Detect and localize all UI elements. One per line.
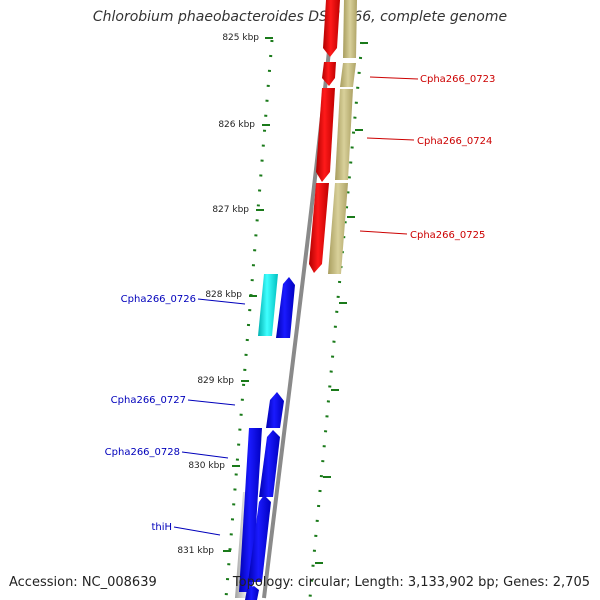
scale-label: 825 kbp xyxy=(222,33,259,43)
rna-feature-cpha266-0726 xyxy=(258,274,278,336)
gene-arrow-cpha266-0727 xyxy=(266,392,284,428)
scale-label: 829 kbp xyxy=(197,376,234,386)
gene-label-cpha266-0728: Cpha266_0728 xyxy=(105,447,180,458)
forward-genes xyxy=(309,0,340,273)
gene-label-cpha266-0727: Cpha266_0727 xyxy=(111,395,186,406)
scale-label: 830 kbp xyxy=(188,461,225,471)
right-tick-track xyxy=(308,41,364,599)
gene-label-cpha266-0726: Cpha266_0726 xyxy=(121,294,196,305)
forward-track xyxy=(328,0,357,274)
gene-label-cpha266-0724: Cpha266_0724 xyxy=(417,136,492,147)
gene-arrow-cpha266-0724 xyxy=(316,88,335,182)
gene-arrow-thih xyxy=(248,495,271,582)
scale-label: 827 kbp xyxy=(212,205,249,215)
accession-text: Accession: NC_008639 xyxy=(9,575,157,590)
left-major-ticks xyxy=(223,37,273,552)
gene-label-cpha266-0725: Cpha266_0725 xyxy=(410,230,485,241)
scale-label: 831 kbp xyxy=(177,546,214,556)
scale-labels: 825 kbp 826 kbp 827 kbp 828 kbp 829 kbp … xyxy=(177,33,259,556)
forward-gene-labels: Cpha266_0723 Cpha266_0724 Cpha266_0725 xyxy=(359,74,495,241)
gene-arrow-cpha266-0725 xyxy=(309,183,329,273)
scale-label: 826 kbp xyxy=(218,120,255,130)
gene-label-cpha266-0723: Cpha266_0723 xyxy=(420,74,495,85)
gene-arrow-cpha266-0728 xyxy=(239,428,262,592)
map-title: Chlorobium phaeobacteroides DSM 266, com… xyxy=(92,9,508,25)
left-tick-track xyxy=(224,39,274,599)
gene-label-thih: thiH xyxy=(151,522,172,533)
right-major-ticks xyxy=(315,42,368,564)
reverse-gene-labels: Cpha266_0726 Cpha266_0727 Cpha266_0728 t… xyxy=(105,294,246,536)
gene-arrow-cpha266-0726b xyxy=(276,277,295,338)
gene-arrow-cpha266-0722 xyxy=(323,0,340,57)
reverse-genes xyxy=(239,274,295,600)
gene-arrow-cpha266-0729 xyxy=(259,430,280,497)
scale-label: 828 kbp xyxy=(205,290,242,300)
gene-arrow-cpha266-0723 xyxy=(322,62,336,86)
genome-summary-text: Topology: circular; Length: 3,133,902 bp… xyxy=(232,575,590,590)
gene-arrow-bottom xyxy=(245,586,259,600)
